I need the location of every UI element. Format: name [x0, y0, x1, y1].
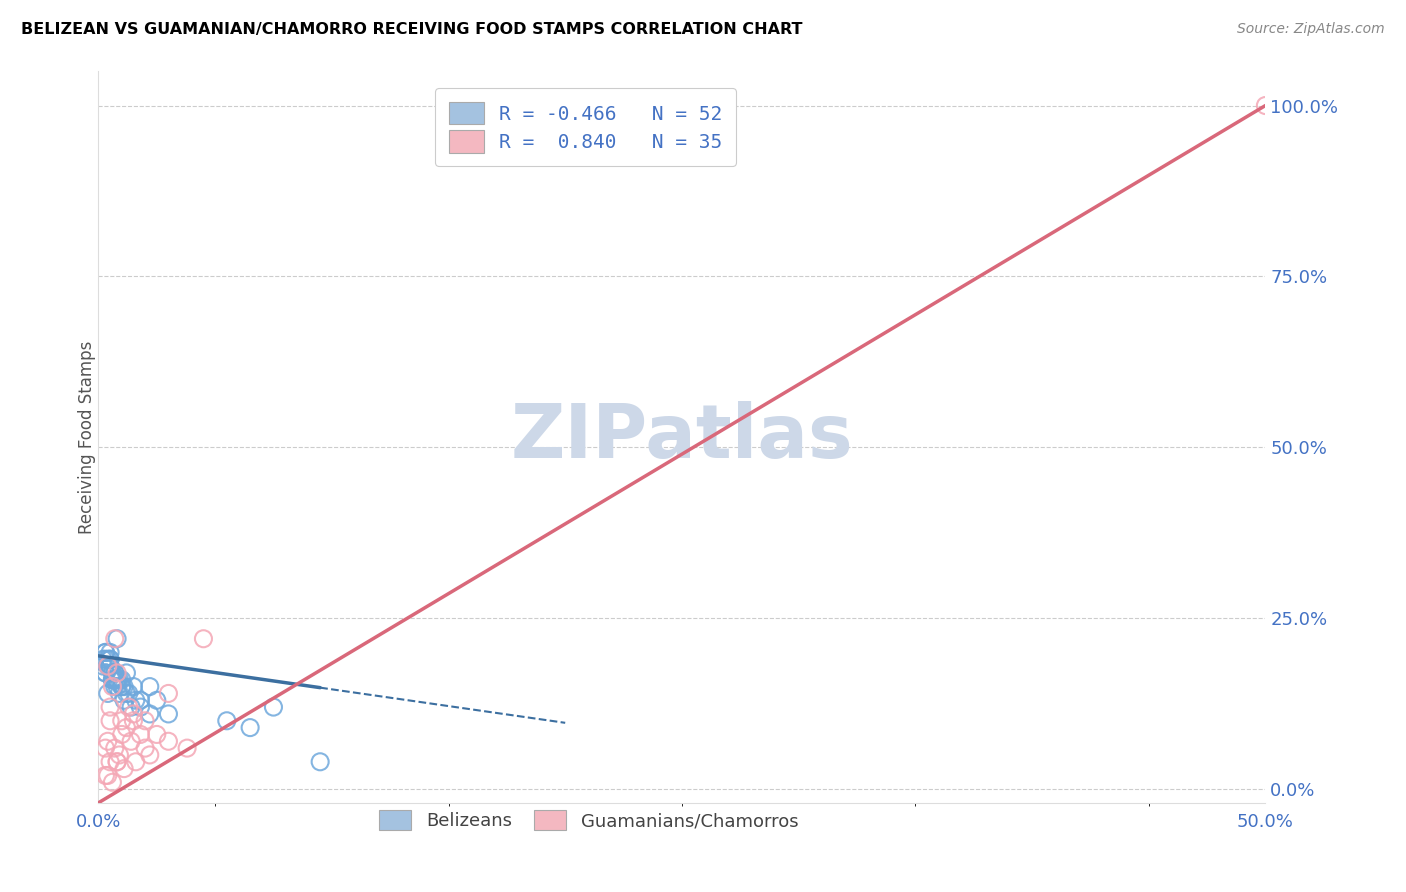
Point — [94, 645, 117, 659]
Point — [91, 659, 114, 673]
Point — [94, 665, 117, 680]
Point — [98, 659, 121, 673]
Point — [98, 659, 121, 673]
Point — [108, 673, 131, 687]
Point — [134, 741, 156, 756]
Point — [98, 755, 121, 769]
Text: ZIPatlas: ZIPatlas — [510, 401, 853, 474]
Point — [105, 680, 128, 694]
Point — [111, 673, 134, 687]
Point — [134, 714, 156, 728]
Point — [98, 652, 121, 666]
Point — [101, 665, 124, 680]
Point — [120, 700, 142, 714]
Point — [105, 755, 128, 769]
Point — [108, 686, 131, 700]
Point — [122, 680, 145, 694]
Point — [118, 686, 141, 700]
Point — [193, 632, 215, 646]
Point — [98, 714, 121, 728]
Point — [215, 714, 238, 728]
Point — [122, 706, 145, 721]
Point — [97, 659, 120, 673]
Point — [94, 665, 117, 680]
Point — [125, 693, 148, 707]
Point — [101, 673, 124, 687]
Point — [97, 659, 120, 673]
Point — [104, 673, 127, 687]
Point — [97, 768, 120, 782]
Point — [105, 755, 128, 769]
Point — [104, 741, 127, 756]
Point — [1254, 98, 1277, 112]
Point — [98, 645, 121, 659]
Point — [115, 665, 138, 680]
Point — [115, 686, 138, 700]
Point — [101, 665, 124, 680]
Point — [157, 706, 180, 721]
Point — [104, 680, 127, 694]
Point — [104, 665, 127, 680]
Point — [239, 721, 262, 735]
Point — [94, 768, 117, 782]
Text: Source: ZipAtlas.com: Source: ZipAtlas.com — [1237, 22, 1385, 37]
Point — [139, 706, 162, 721]
Point — [112, 693, 135, 707]
Point — [112, 680, 135, 694]
Point — [104, 665, 127, 680]
Point — [97, 734, 120, 748]
Point — [129, 693, 152, 707]
Point — [118, 700, 141, 714]
Point — [94, 741, 117, 756]
Point — [139, 680, 162, 694]
Point — [101, 680, 124, 694]
Point — [105, 673, 128, 687]
Text: BELIZEAN VS GUAMANIAN/CHAMORRO RECEIVING FOOD STAMPS CORRELATION CHART: BELIZEAN VS GUAMANIAN/CHAMORRO RECEIVING… — [21, 22, 803, 37]
Point — [105, 673, 128, 687]
Point — [111, 680, 134, 694]
Point — [125, 755, 148, 769]
Point — [139, 747, 162, 762]
Point — [157, 686, 180, 700]
Point — [105, 632, 128, 646]
Point — [98, 652, 121, 666]
Point — [111, 714, 134, 728]
Point — [115, 721, 138, 735]
Point — [98, 700, 121, 714]
Point — [97, 652, 120, 666]
Point — [101, 673, 124, 687]
Point — [176, 741, 198, 756]
Point — [122, 714, 145, 728]
Point — [94, 645, 117, 659]
Point — [146, 727, 169, 741]
Point — [105, 665, 128, 680]
Point — [120, 734, 142, 748]
Point — [112, 762, 135, 776]
Point — [97, 686, 120, 700]
Point — [262, 700, 284, 714]
Point — [101, 775, 124, 789]
Point — [97, 659, 120, 673]
Point — [91, 652, 114, 666]
Point — [108, 747, 131, 762]
Legend: Belizeans, Guamanians/Chamorros: Belizeans, Guamanians/Chamorros — [371, 803, 806, 838]
Point — [111, 680, 134, 694]
Point — [129, 727, 152, 741]
Point — [157, 734, 180, 748]
Point — [309, 755, 332, 769]
Point — [94, 652, 117, 666]
Point — [104, 632, 127, 646]
Point — [98, 659, 121, 673]
Point — [146, 693, 169, 707]
Y-axis label: Receiving Food Stamps: Receiving Food Stamps — [79, 341, 96, 533]
Point — [129, 700, 152, 714]
Point — [111, 727, 134, 741]
